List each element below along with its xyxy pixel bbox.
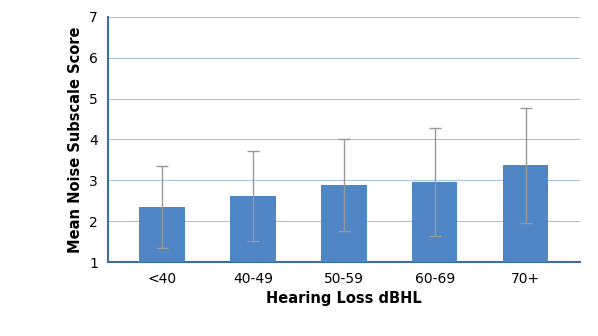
Y-axis label: Mean Noise Subscale Score: Mean Noise Subscale Score [69, 26, 84, 253]
Bar [321, 185, 367, 262]
Bar [139, 207, 185, 262]
Bar [503, 165, 548, 262]
Bar [412, 182, 457, 262]
Bar [230, 196, 276, 262]
X-axis label: Hearing Loss dBHL: Hearing Loss dBHL [266, 291, 422, 306]
